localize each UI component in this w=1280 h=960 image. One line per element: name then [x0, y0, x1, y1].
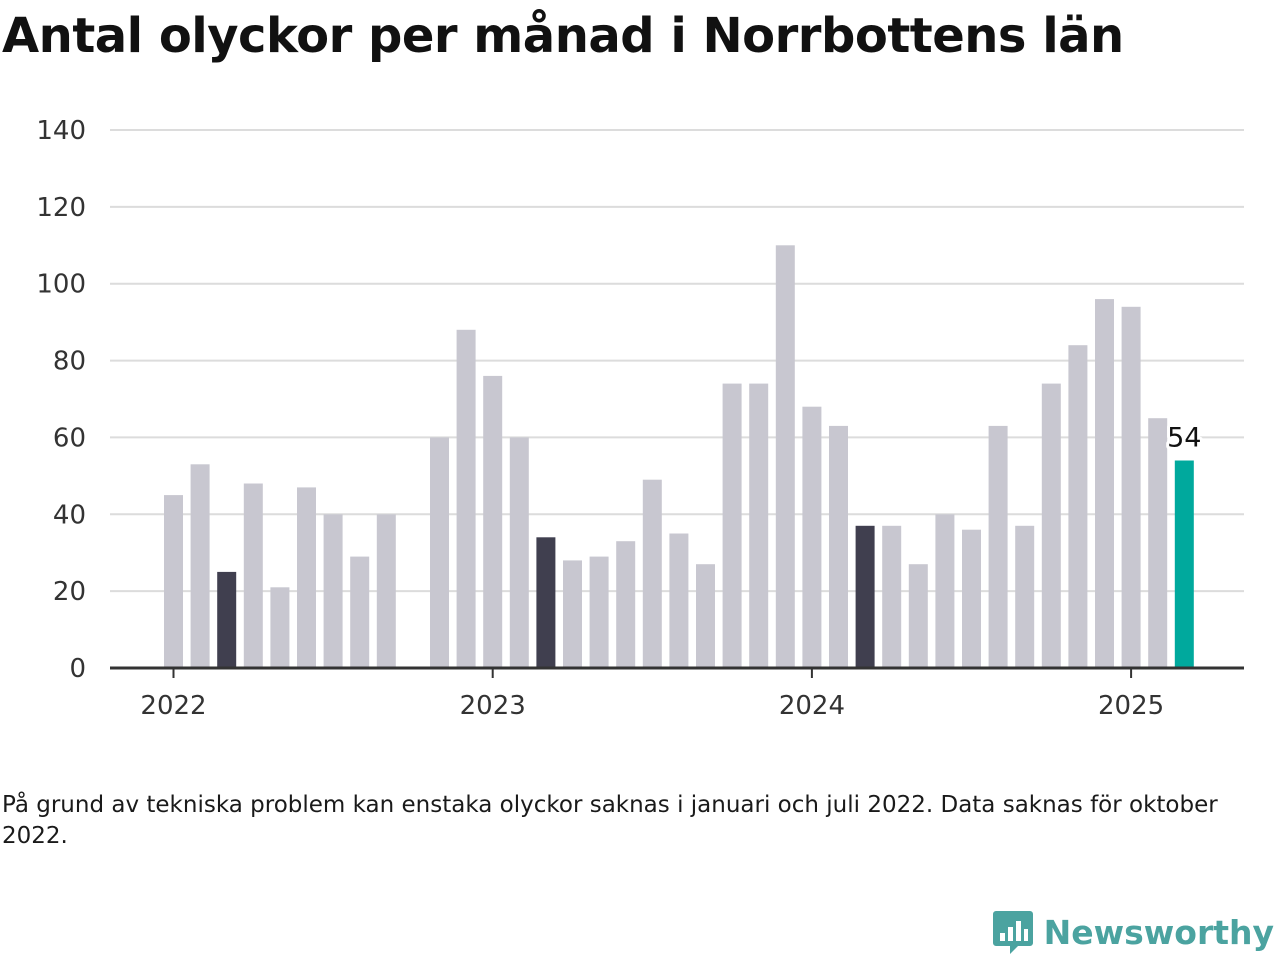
latest-value-label-halo: 54 [1167, 422, 1201, 453]
bar [1148, 418, 1168, 668]
x-axis-tick-labels: 2022 2023 2024 2025 [140, 691, 1164, 721]
bar-chart-speech-bubble-icon [992, 911, 1033, 954]
bar [1121, 306, 1141, 668]
bar [616, 541, 636, 668]
bar [350, 556, 370, 668]
bar [1068, 345, 1088, 668]
bar [217, 571, 237, 668]
bar [669, 533, 689, 668]
y-tick-label: 100 [36, 270, 86, 300]
latest-value-label: 54 [1167, 422, 1201, 453]
bar [483, 375, 503, 668]
bar [164, 495, 183, 668]
bar [1041, 383, 1061, 668]
bar [775, 245, 795, 669]
bar [376, 514, 396, 668]
bar [297, 487, 316, 668]
x-tick-label: 2023 [460, 691, 526, 721]
x-tick-label: 2022 [140, 691, 206, 721]
bar [536, 537, 556, 668]
footnote: På grund av tekniska problem kan enstaka… [2, 792, 1218, 849]
y-tick-label: 20 [53, 577, 86, 607]
chart-title: Antal olyckor per månad i Norrbottens lä… [2, 8, 1124, 64]
bar [323, 514, 343, 668]
bar [589, 556, 609, 668]
bar [430, 437, 449, 668]
bar [988, 425, 1008, 668]
bar [509, 437, 529, 668]
bar [1174, 460, 1194, 668]
y-axis-tick-labels: 0 20 40 60 80 100 120 140 [36, 116, 86, 684]
bar [749, 383, 769, 668]
bar [908, 564, 928, 668]
bar [696, 564, 715, 668]
y-tick-label: 60 [53, 423, 86, 453]
bar [829, 425, 848, 668]
y-tick-label: 140 [36, 116, 86, 146]
bar [270, 587, 290, 668]
bar [935, 514, 955, 668]
bar [563, 560, 582, 668]
x-tick-label: 2025 [1098, 691, 1164, 721]
bar [1095, 299, 1114, 668]
bar [1015, 525, 1035, 668]
bar [962, 529, 981, 668]
bar [243, 483, 263, 668]
brand-logo[interactable]: Newsworthy [992, 908, 1274, 956]
bars [164, 245, 1194, 669]
bar [190, 464, 210, 668]
x-tick-label: 2024 [779, 691, 845, 721]
y-tick-label: 120 [36, 193, 86, 223]
bar [855, 525, 875, 668]
bar [642, 479, 662, 668]
y-tick-label: 80 [53, 347, 86, 377]
bar [802, 406, 822, 668]
bar [722, 383, 742, 668]
brand-name: Newsworthy [1043, 912, 1274, 952]
y-tick-label: 40 [53, 500, 86, 530]
bar [456, 329, 476, 668]
y-tick-label: 0 [69, 654, 86, 684]
bar [882, 525, 902, 668]
x-axis [110, 666, 1244, 678]
